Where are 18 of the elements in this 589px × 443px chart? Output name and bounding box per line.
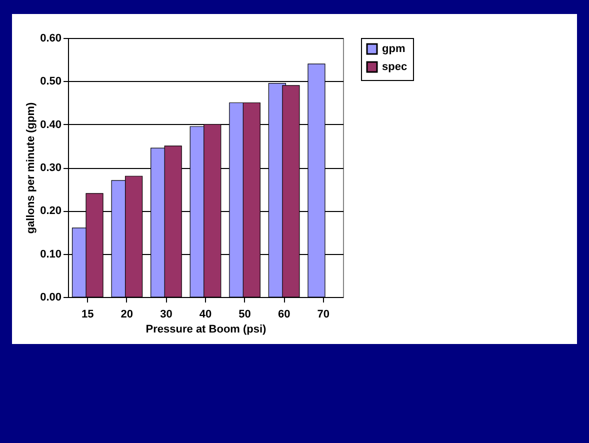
- x-tick-label: 50: [238, 308, 251, 320]
- y-tick-label: 0.00: [40, 292, 62, 304]
- y-tick-label: 0.20: [40, 205, 62, 218]
- x-tick-label: 15: [82, 308, 94, 320]
- y-tick-label: 0.60: [40, 32, 62, 44]
- x-tick-label: 70: [317, 308, 330, 320]
- legend-label: gpm: [382, 43, 406, 55]
- x-tick-label: 30: [160, 308, 172, 320]
- y-tick-label: 0.30: [40, 162, 62, 174]
- x-axis-title: Pressure at Boom (psi): [146, 324, 267, 336]
- y-axis-title: gallons per minute (gpm): [25, 102, 38, 234]
- legend-label: spec: [382, 61, 408, 73]
- y-tick-label: 0.50: [40, 76, 62, 88]
- y-tick-label: 0.10: [40, 248, 62, 260]
- x-tick-label: 60: [278, 308, 290, 320]
- x-tick-label: 20: [120, 308, 134, 320]
- x-tick-label: 40: [199, 308, 212, 320]
- y-tick-label: 0.40: [40, 118, 62, 131]
